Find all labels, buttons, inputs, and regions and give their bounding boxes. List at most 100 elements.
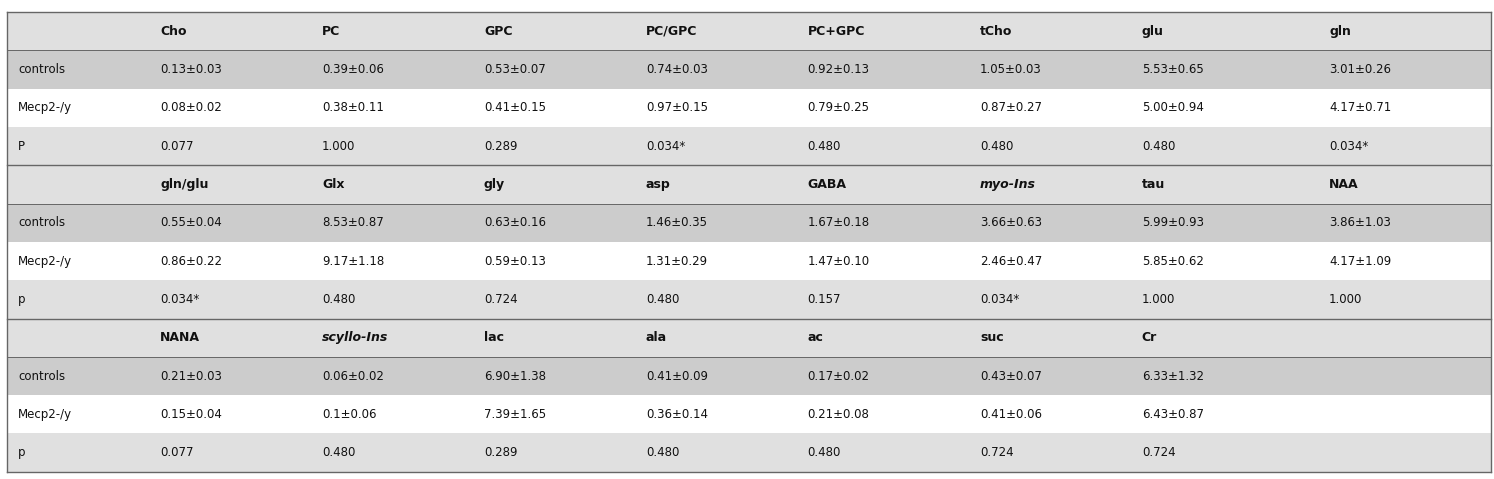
Bar bbox=[474, 89, 635, 127]
Text: suc: suc bbox=[980, 331, 1004, 344]
Text: 5.99±0.93: 5.99±0.93 bbox=[1141, 216, 1204, 229]
Text: 0.06±0.02: 0.06±0.02 bbox=[323, 369, 384, 383]
Bar bbox=[1131, 204, 1319, 242]
Bar bbox=[970, 204, 1131, 242]
Bar bbox=[312, 204, 474, 242]
Bar bbox=[1319, 12, 1491, 50]
Bar bbox=[635, 89, 798, 127]
Bar bbox=[635, 280, 798, 319]
Bar bbox=[149, 127, 312, 165]
Bar bbox=[1319, 165, 1491, 204]
Text: 0.39±0.06: 0.39±0.06 bbox=[323, 63, 384, 76]
Text: 2.46±0.47: 2.46±0.47 bbox=[980, 254, 1043, 268]
Text: 1.46±0.35: 1.46±0.35 bbox=[645, 216, 708, 229]
Text: 0.480: 0.480 bbox=[645, 293, 680, 306]
Bar bbox=[798, 204, 970, 242]
Text: glu: glu bbox=[1141, 24, 1164, 38]
Text: 0.59±0.13: 0.59±0.13 bbox=[484, 254, 545, 268]
Bar bbox=[312, 395, 474, 433]
Bar bbox=[474, 319, 635, 357]
Bar bbox=[474, 204, 635, 242]
Text: tCho: tCho bbox=[980, 24, 1013, 38]
Text: 0.289: 0.289 bbox=[484, 139, 517, 153]
Bar bbox=[312, 89, 474, 127]
Bar bbox=[798, 280, 970, 319]
Bar bbox=[1319, 433, 1491, 472]
Text: controls: controls bbox=[18, 216, 66, 229]
Bar bbox=[7, 165, 149, 204]
Bar bbox=[474, 433, 635, 472]
Bar bbox=[1131, 165, 1319, 204]
Bar bbox=[149, 433, 312, 472]
Text: 1.47±0.10: 1.47±0.10 bbox=[808, 254, 870, 268]
Text: 0.21±0.08: 0.21±0.08 bbox=[808, 408, 870, 421]
Bar bbox=[7, 204, 149, 242]
Text: 0.480: 0.480 bbox=[323, 293, 356, 306]
Bar bbox=[635, 242, 798, 280]
Bar bbox=[474, 395, 635, 433]
Text: P: P bbox=[18, 139, 25, 153]
Bar bbox=[798, 165, 970, 204]
Bar bbox=[798, 242, 970, 280]
Text: 6.33±1.32: 6.33±1.32 bbox=[1141, 369, 1204, 383]
Text: 1.000: 1.000 bbox=[323, 139, 356, 153]
Text: Glx: Glx bbox=[323, 178, 345, 191]
Text: 0.480: 0.480 bbox=[1141, 139, 1176, 153]
Bar bbox=[798, 12, 970, 50]
Bar bbox=[635, 319, 798, 357]
Text: 0.74±0.03: 0.74±0.03 bbox=[645, 63, 708, 76]
Text: 6.43±0.87: 6.43±0.87 bbox=[1141, 408, 1204, 421]
Text: Cr: Cr bbox=[1141, 331, 1156, 344]
Text: 0.86±0.22: 0.86±0.22 bbox=[160, 254, 223, 268]
Text: 0.92±0.13: 0.92±0.13 bbox=[808, 63, 870, 76]
Text: 0.480: 0.480 bbox=[323, 446, 356, 459]
Bar bbox=[635, 12, 798, 50]
Text: 0.157: 0.157 bbox=[808, 293, 841, 306]
Bar bbox=[7, 395, 149, 433]
Text: 0.480: 0.480 bbox=[980, 139, 1013, 153]
Bar bbox=[1319, 89, 1491, 127]
Bar bbox=[798, 433, 970, 472]
Text: PC/GPC: PC/GPC bbox=[645, 24, 698, 38]
Bar bbox=[635, 165, 798, 204]
Text: p: p bbox=[18, 293, 25, 306]
Bar bbox=[474, 165, 635, 204]
Text: 0.79±0.25: 0.79±0.25 bbox=[808, 101, 870, 114]
Bar bbox=[149, 395, 312, 433]
Bar bbox=[7, 357, 149, 395]
Text: ac: ac bbox=[808, 331, 823, 344]
Text: 3.66±0.63: 3.66±0.63 bbox=[980, 216, 1041, 229]
Text: myo-Ins: myo-Ins bbox=[980, 178, 1035, 191]
Bar bbox=[149, 89, 312, 127]
Bar bbox=[7, 433, 149, 472]
Text: lac: lac bbox=[484, 331, 503, 344]
Text: 0.034*: 0.034* bbox=[1330, 139, 1369, 153]
Bar bbox=[1131, 127, 1319, 165]
Text: 1.000: 1.000 bbox=[1141, 293, 1176, 306]
Bar bbox=[312, 127, 474, 165]
Text: Cho: Cho bbox=[160, 24, 187, 38]
Text: 7.39±1.65: 7.39±1.65 bbox=[484, 408, 547, 421]
Bar bbox=[798, 357, 970, 395]
Bar bbox=[798, 395, 970, 433]
Text: GABA: GABA bbox=[808, 178, 847, 191]
Text: 0.1±0.06: 0.1±0.06 bbox=[323, 408, 376, 421]
Text: 5.85±0.62: 5.85±0.62 bbox=[1141, 254, 1204, 268]
Text: GPC: GPC bbox=[484, 24, 512, 38]
Text: 5.00±0.94: 5.00±0.94 bbox=[1141, 101, 1204, 114]
Bar bbox=[635, 50, 798, 89]
Bar bbox=[312, 242, 474, 280]
Text: 0.36±0.14: 0.36±0.14 bbox=[645, 408, 708, 421]
Text: NAA: NAA bbox=[1330, 178, 1358, 191]
Text: 6.90±1.38: 6.90±1.38 bbox=[484, 369, 545, 383]
Text: gln/glu: gln/glu bbox=[160, 178, 209, 191]
Text: 5.53±0.65: 5.53±0.65 bbox=[1141, 63, 1204, 76]
Text: ala: ala bbox=[645, 331, 666, 344]
Bar bbox=[970, 12, 1131, 50]
Bar bbox=[149, 12, 312, 50]
Text: 0.17±0.02: 0.17±0.02 bbox=[808, 369, 870, 383]
Bar bbox=[149, 357, 312, 395]
Text: 0.15±0.04: 0.15±0.04 bbox=[160, 408, 223, 421]
Text: 0.724: 0.724 bbox=[484, 293, 517, 306]
Bar bbox=[474, 127, 635, 165]
